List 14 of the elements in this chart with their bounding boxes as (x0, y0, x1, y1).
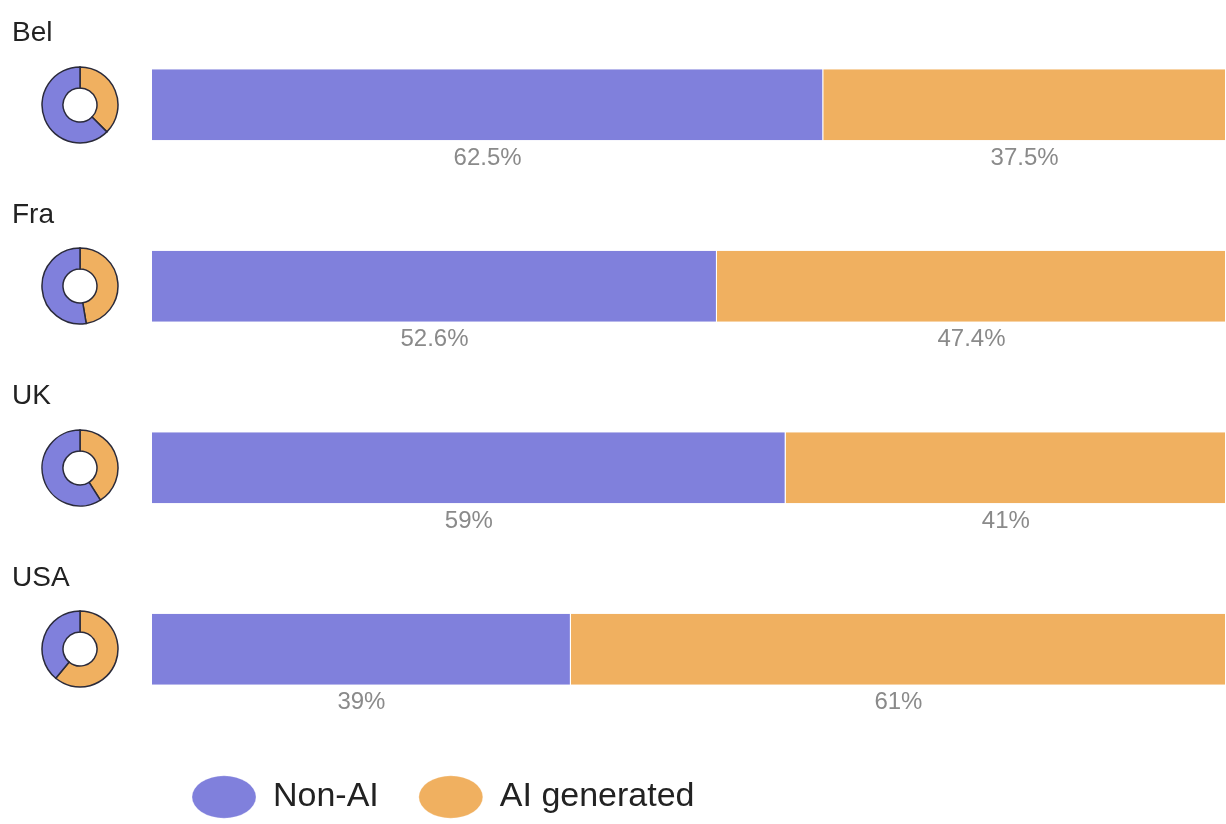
data-label: 39% (337, 687, 386, 715)
y-tick-label: USA (12, 560, 70, 592)
data-label: 37.5% (990, 142, 1059, 170)
data-label: 41% (981, 505, 1030, 533)
data-label: 52.6% (400, 324, 469, 352)
y-tick-label: UK (12, 379, 52, 411)
data-label: 59% (444, 505, 493, 533)
y-tick-label: Bel (12, 16, 53, 48)
data-label: 61% (874, 687, 923, 715)
data-label: 62.5% (453, 142, 522, 170)
legend-label: AI generated (499, 775, 695, 814)
y-tick-label: Fra (12, 197, 55, 229)
data-label: 47.4% (937, 324, 1006, 352)
legend-label: Non-AI (273, 775, 379, 814)
